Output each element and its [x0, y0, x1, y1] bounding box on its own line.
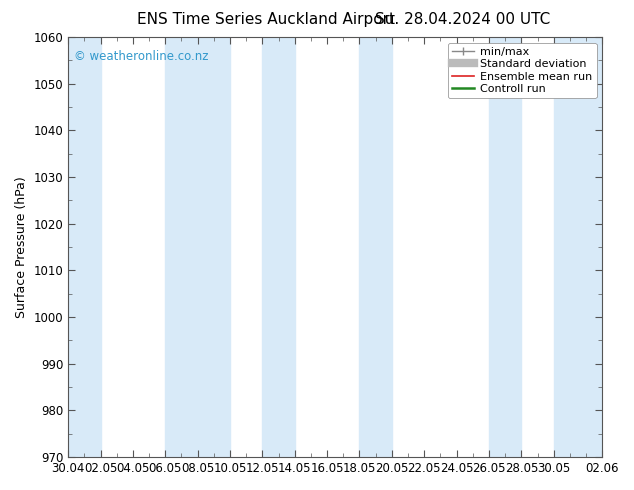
- Y-axis label: Surface Pressure (hPa): Surface Pressure (hPa): [15, 176, 28, 318]
- Bar: [165, 37, 230, 457]
- Bar: [68, 37, 101, 457]
- Legend: min/max, Standard deviation, Ensemble mean run, Controll run: min/max, Standard deviation, Ensemble me…: [448, 43, 597, 98]
- Text: Su. 28.04.2024 00 UTC: Su. 28.04.2024 00 UTC: [375, 12, 550, 27]
- Bar: [262, 37, 295, 457]
- Text: ENS Time Series Auckland Airport: ENS Time Series Auckland Airport: [138, 12, 395, 27]
- Text: © weatheronline.co.nz: © weatheronline.co.nz: [74, 50, 208, 63]
- Bar: [489, 37, 521, 457]
- Bar: [553, 37, 602, 457]
- Bar: [359, 37, 392, 457]
